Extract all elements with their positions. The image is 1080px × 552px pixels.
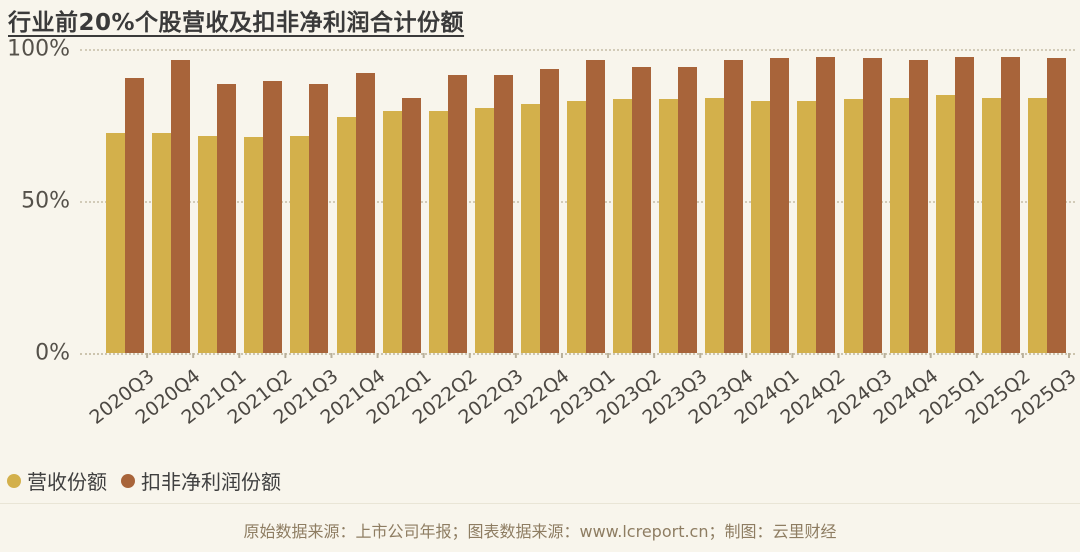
bar-group-2024Q1 <box>747 49 793 353</box>
bar-营收份额-2023Q3 <box>659 99 679 353</box>
bar-营收份额-2022Q3 <box>474 108 494 353</box>
bars-container <box>102 49 1070 353</box>
bar-营收份额-2021Q2 <box>244 137 264 353</box>
bar-group-2022Q1 <box>379 49 425 353</box>
bar-group-2024Q3 <box>840 49 886 353</box>
bar-营收份额-2021Q3 <box>290 135 310 353</box>
bar-group-2022Q4 <box>517 49 563 353</box>
bar-扣非净利润份额-2021Q4 <box>355 73 375 353</box>
bar-扣非净利润份额-2020Q4 <box>171 59 191 353</box>
bar-group-2024Q4 <box>886 49 932 353</box>
bar-group-2020Q4 <box>148 49 194 353</box>
gridline-100% <box>80 49 1075 51</box>
bar-group-2023Q3 <box>655 49 701 353</box>
x-axis-ticks <box>102 353 1070 358</box>
bar-营收份额-2025Q1 <box>935 94 955 353</box>
y-tick-label: 100% <box>7 36 70 62</box>
y-tick-label: 50% <box>21 188 70 214</box>
bar-营收份额-2024Q3 <box>843 99 863 353</box>
bar-group-2024Q2 <box>793 49 839 353</box>
bar-扣非净利润份额-2021Q2 <box>263 80 283 353</box>
bar-group-2021Q3 <box>286 49 332 353</box>
bar-group-2021Q4 <box>332 49 378 353</box>
bar-扣非净利润份额-2022Q3 <box>493 74 513 353</box>
bar-营收份额-2024Q1 <box>751 100 771 353</box>
bar-扣非净利润份额-2022Q4 <box>539 68 559 353</box>
legend-label: 营收份额 <box>27 470 107 494</box>
bar-扣非净利润份额-2021Q3 <box>309 83 329 353</box>
source-footer: 原始数据来源：上市公司年报；图表数据来源：www.lcreport.cn；制图：… <box>243 522 837 541</box>
bar-营收份额-2023Q4 <box>705 97 725 353</box>
bar-扣非净利润份额-2025Q1 <box>954 56 974 353</box>
bar-group-2023Q2 <box>609 49 655 353</box>
bar-group-2021Q1 <box>194 49 240 353</box>
x-labels: 2020Q3 2020Q4 2021Q1 2021Q2 2021Q3 2021Q4 2022… <box>86 353 1080 443</box>
bar-扣非净利润份额-2024Q4 <box>908 59 928 353</box>
bar-营收份额-2020Q4 <box>152 132 172 353</box>
bar-group-2025Q1 <box>932 49 978 353</box>
bar-group-2023Q1 <box>563 49 609 353</box>
bar-扣非净利润份额-2023Q1 <box>585 59 605 353</box>
bar-扣非净利润份额-2021Q1 <box>217 83 237 353</box>
bar-group-2022Q3 <box>471 49 517 353</box>
bar-营收份额-2024Q4 <box>889 97 909 353</box>
bar-扣非净利润份额-2025Q3 <box>1046 58 1066 353</box>
bar-营收份额-2022Q4 <box>520 103 540 353</box>
legend-label: 扣非净利润份额 <box>141 470 281 494</box>
bar-group-2025Q2 <box>978 49 1024 353</box>
bar-group-2022Q2 <box>425 49 471 353</box>
bar-扣非净利润份额-2024Q2 <box>816 56 836 353</box>
footer-divider <box>0 503 1080 504</box>
bar-扣非净利润份额-2022Q1 <box>401 97 421 353</box>
bar-营收份额-2021Q4 <box>336 117 356 353</box>
bar-营收份额-2022Q1 <box>382 111 402 353</box>
bar-营收份额-2025Q2 <box>981 97 1001 353</box>
bar-group-2023Q4 <box>701 49 747 353</box>
bar-group-2025Q3 <box>1024 49 1070 353</box>
bar-扣非净利润份额-2023Q4 <box>724 59 744 353</box>
bar-营收份额-2020Q3 <box>106 132 126 353</box>
bar-营收份额-2023Q1 <box>566 100 586 353</box>
bar-营收份额-2022Q2 <box>428 111 448 353</box>
legend-dot-icon <box>7 473 21 488</box>
bar-group-2021Q2 <box>240 49 286 353</box>
bar-扣非净利润份额-2023Q3 <box>678 67 698 353</box>
bar-扣非净利润份额-2025Q2 <box>1000 56 1020 353</box>
bar-扣非净利润份额-2024Q1 <box>770 58 790 353</box>
bar-扣非净利润份额-2023Q2 <box>632 67 652 353</box>
y-axis: 100% 50% 0% <box>0 37 70 366</box>
bar-营收份额-2024Q2 <box>797 100 817 353</box>
bar-group-2020Q3 <box>102 49 148 353</box>
bar-营收份额-2025Q3 <box>1027 97 1047 353</box>
legend-item-营收份额: 营收份额 <box>7 466 107 495</box>
legend-dot-icon <box>121 473 135 488</box>
legend-item-扣非净利润份额: 扣非净利润份额 <box>121 466 281 495</box>
plot-area: 2020Q3 2020Q4 2021Q1 2021Q2 2021Q3 2021Q4 2022… <box>80 49 1080 429</box>
bar-营收份额-2021Q1 <box>198 135 218 353</box>
bar-扣非净利润份额-2020Q3 <box>125 77 145 353</box>
y-tick-label: 0% <box>35 340 70 366</box>
bar-营收份额-2023Q2 <box>613 99 633 353</box>
bar-扣非净利润份额-2024Q3 <box>862 58 882 353</box>
bar-扣非净利润份额-2022Q2 <box>447 74 467 353</box>
chart-title: 行业前20%个股营收及扣非净利润合计份额 <box>8 10 465 36</box>
legend: 营收份额 扣非净利润份额 <box>7 466 281 495</box>
